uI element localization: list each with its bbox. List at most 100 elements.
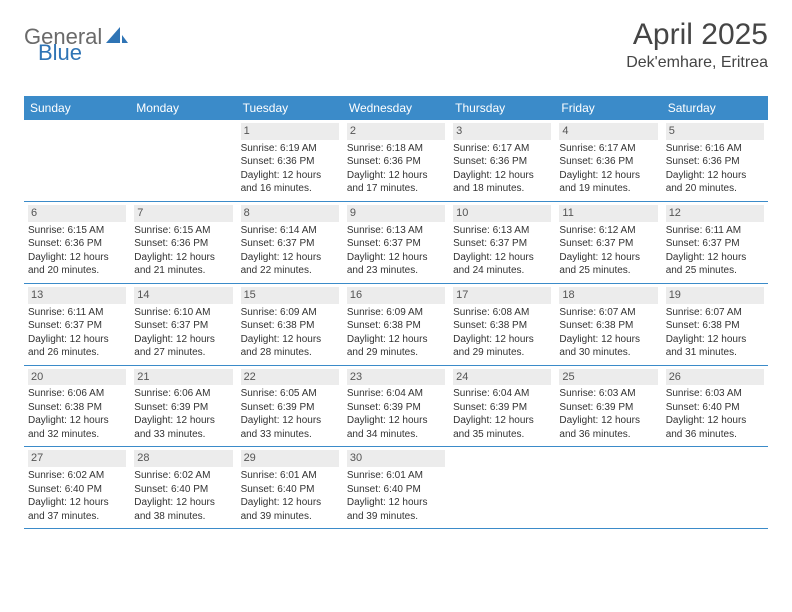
sunrise-text: Sunrise: 6:18 AM xyxy=(347,142,445,156)
daylight-text: Daylight: 12 hours and 32 minutes. xyxy=(28,414,126,441)
sunrise-text: Sunrise: 6:13 AM xyxy=(453,224,551,238)
sunset-text: Sunset: 6:37 PM xyxy=(241,237,339,251)
day-cell: 14Sunrise: 6:10 AMSunset: 6:37 PMDayligh… xyxy=(130,284,236,365)
week-row: 27 Sunrise: 6:02 AM Sunset: 6:40 PM Dayligh… xyxy=(24,447,768,529)
day-number: 11 xyxy=(559,205,657,222)
day-cell: 23Sunrise: 6:04 AMSunset: 6:39 PMDayligh… xyxy=(343,366,449,447)
daylight-text: Daylight: 12 hours and 26 minutes. xyxy=(28,333,126,360)
sunrise-text: Sunrise: 6:01 AM xyxy=(241,469,339,483)
day-number: 29 xyxy=(241,450,339,467)
sunset-text: Sunset: 6:36 PM xyxy=(134,237,232,251)
sunrise-text: Sunrise: 6:01 AM xyxy=(347,469,445,483)
day-cell: 30Sunrise: 6:01 AMSunset: 6:40 PMDayligh… xyxy=(343,447,449,528)
day-cell xyxy=(555,447,661,528)
sunset-text: Sunset: 6:37 PM xyxy=(134,319,232,333)
sunset-text: Sunset: 6:38 PM xyxy=(666,319,764,333)
sunrise-text: Sunrise: 6:11 AM xyxy=(666,224,764,238)
day-number: 18 xyxy=(559,287,657,304)
sunrise-text: Sunrise: 6:15 AM xyxy=(134,224,232,238)
day-number: 25 xyxy=(559,369,657,386)
week-row: 1 Sunrise: 6:19 AM Sunset: 6:36 PM Daylight… xyxy=(24,120,768,202)
day-cell: 13 Sunrise: 6:11 AMSunset: 6:37 PMDayligh… xyxy=(24,284,130,365)
daylight-text: Daylight: 12 hours and 39 minutes. xyxy=(347,496,445,523)
sunrise-text: Sunrise: 6:11 AM xyxy=(28,306,126,320)
daylight-text: Daylight: 12 hours and 36 minutes. xyxy=(559,414,657,441)
weeks-container: 1Sunrise: 6:19 AMSunset: 6:36 PMDaylight… xyxy=(24,120,768,529)
day-number: 1 xyxy=(241,123,339,140)
daylight-text: Daylight: 12 hours and 33 minutes. xyxy=(134,414,232,441)
day-number: 2 xyxy=(347,123,445,140)
logo-blue-word: Blue xyxy=(38,40,82,66)
daylight-text: Daylight: 12 hours and 38 minutes. xyxy=(134,496,232,523)
day-cell: 22Sunrise: 6:05 AMSunset: 6:39 PMDayligh… xyxy=(237,366,343,447)
sunrise-text: Sunrise: 6:03 AM xyxy=(666,387,764,401)
weekday-header-row: Sunday Monday Tuesday Wednesday Thursday… xyxy=(24,96,768,120)
day-number: 10 xyxy=(453,205,551,222)
day-cell: 26Sunrise: 6:03 AMSunset: 6:40 PMDayligh… xyxy=(662,366,768,447)
day-cell xyxy=(24,120,130,201)
sunrise-text: Sunrise: 6:06 AM xyxy=(134,387,232,401)
daylight-text: Daylight: 12 hours and 25 minutes. xyxy=(666,251,764,278)
sunrise-text: Sunrise: 6:07 AM xyxy=(666,306,764,320)
daylight-text: Daylight: 12 hours and 23 minutes. xyxy=(347,251,445,278)
sunset-text: Sunset: 6:37 PM xyxy=(453,237,551,251)
day-cell: 18Sunrise: 6:07 AMSunset: 6:38 PMDayligh… xyxy=(555,284,661,365)
sunrise-text: Sunrise: 6:10 AM xyxy=(134,306,232,320)
day-cell: 17Sunrise: 6:08 AMSunset: 6:38 PMDayligh… xyxy=(449,284,555,365)
day-cell: 29Sunrise: 6:01 AMSunset: 6:40 PMDayligh… xyxy=(237,447,343,528)
day-cell: 6Sunrise: 6:15 AMSunset: 6:36 PMDaylight… xyxy=(24,202,130,283)
location-label: Dek'emhare, Eritrea xyxy=(626,54,768,72)
sunrise-text: Sunrise: 6:03 AM xyxy=(559,387,657,401)
week-row: 13Sunrise: 6:11 AMSunset: 6:37 PMDayligh… xyxy=(24,284,768,366)
sunset-text: Sunset: 6:37 PM xyxy=(28,319,126,333)
sunset-text: Sunset: 6:40 PM xyxy=(241,483,339,497)
daylight-text: Daylight: 12 hours and 36 minutes. xyxy=(666,414,764,441)
day-number: 22 xyxy=(241,369,339,386)
daylight-text: Daylight: 12 hours and 33 minutes. xyxy=(241,414,339,441)
sunrise-text: Sunrise: 6:04 AM xyxy=(347,387,445,401)
sunrise-text: Sunrise: 6:19 AM xyxy=(241,142,339,156)
day-number: 7 xyxy=(134,205,232,222)
daylight-text: Daylight: 12 hours and 20 minutes. xyxy=(28,251,126,278)
day-number: 27 xyxy=(28,450,126,467)
sunset-text: Sunset: 6:38 PM xyxy=(347,319,445,333)
daylight-text: Daylight: 12 hours and 28 minutes. xyxy=(241,333,339,360)
daylight-text: Daylight: 12 hours and 34 minutes. xyxy=(347,414,445,441)
sunset-text: Sunset: 6:40 PM xyxy=(28,483,126,497)
day-number: 13 xyxy=(28,287,126,304)
day-number: 4 xyxy=(559,123,657,140)
day-number: 5 xyxy=(666,123,764,140)
day-number: 30 xyxy=(347,450,445,467)
day-cell: 28Sunrise: 6:02 AMSunset: 6:40 PMDayligh… xyxy=(130,447,236,528)
daylight-text: Daylight: 12 hours and 30 minutes. xyxy=(559,333,657,360)
day-cell: 7 Sunrise: 6:15 AMSunset: 6:36 PMDaylight… xyxy=(130,202,236,283)
logo-sail-icon xyxy=(106,25,128,50)
day-number: 17 xyxy=(453,287,551,304)
sunrise-text: Sunrise: 6:12 AM xyxy=(559,224,657,238)
day-number: 8 xyxy=(241,205,339,222)
day-number: 9 xyxy=(347,205,445,222)
weekday-tuesday: Tuesday xyxy=(237,96,343,120)
sunset-text: Sunset: 6:38 PM xyxy=(559,319,657,333)
calendar: Sunday Monday Tuesday Wednesday Thursday… xyxy=(24,96,768,529)
sunrise-text: Sunrise: 6:17 AM xyxy=(453,142,551,156)
sunset-text: Sunset: 6:40 PM xyxy=(666,401,764,415)
day-cell xyxy=(449,447,555,528)
month-title: April 2025 xyxy=(626,18,768,52)
sunrise-text: Sunrise: 6:13 AM xyxy=(347,224,445,238)
day-number: 24 xyxy=(453,369,551,386)
sunrise-text: Sunrise: 6:02 AM xyxy=(134,469,232,483)
day-cell: 16Sunrise: 6:09 AMSunset: 6:38 PMDayligh… xyxy=(343,284,449,365)
sunset-text: Sunset: 6:38 PM xyxy=(28,401,126,415)
daylight-text: Daylight: 12 hours and 21 minutes. xyxy=(134,251,232,278)
daylight-text: Daylight: 12 hours and 24 minutes. xyxy=(453,251,551,278)
weekday-wednesday: Wednesday xyxy=(343,96,449,120)
day-number: 6 xyxy=(28,205,126,222)
daylight-text: Daylight: 12 hours and 18 minutes. xyxy=(453,169,551,196)
daylight-text: Daylight: 12 hours and 35 minutes. xyxy=(453,414,551,441)
day-cell: 9Sunrise: 6:13 AMSunset: 6:37 PMDaylight… xyxy=(343,202,449,283)
day-number: 23 xyxy=(347,369,445,386)
sunset-text: Sunset: 6:36 PM xyxy=(559,155,657,169)
day-cell: 8Sunrise: 6:14 AMSunset: 6:37 PMDaylight… xyxy=(237,202,343,283)
sunset-text: Sunset: 6:37 PM xyxy=(559,237,657,251)
